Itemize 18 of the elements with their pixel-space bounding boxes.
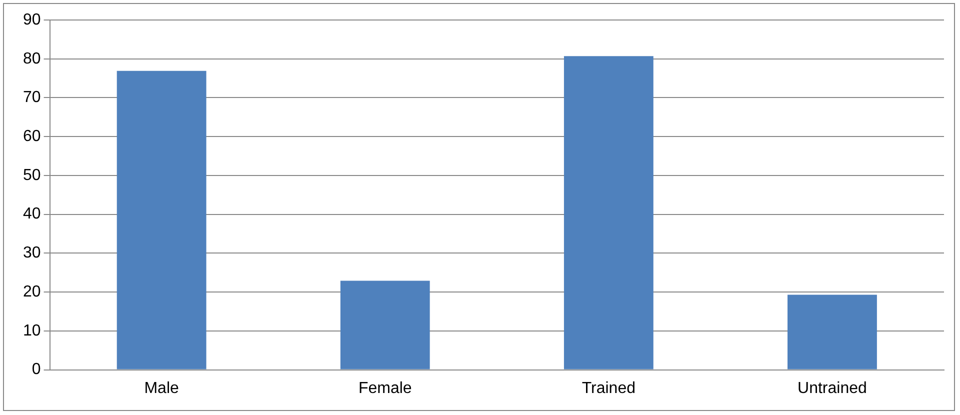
bar (564, 56, 654, 370)
x-tick-label: Trained (582, 380, 636, 397)
bar (788, 294, 877, 370)
y-tick-label: 20 (23, 283, 41, 300)
y-tick-label: 70 (23, 89, 41, 106)
y-tick-label: 80 (23, 50, 41, 68)
x-tick-label: Female (358, 380, 412, 397)
y-tick-label: 50 (23, 166, 41, 184)
y-tick-label: 0 (32, 361, 41, 378)
bar (340, 280, 430, 370)
bar (116, 70, 206, 370)
y-tick-label: 40 (23, 206, 41, 223)
y-tick-label: 30 (23, 244, 41, 262)
y-tick-label: 60 (23, 128, 41, 146)
x-tick-label: Untrained (798, 380, 867, 397)
x-tick-label: Male (144, 380, 180, 397)
y-tick-label: 10 (23, 322, 41, 340)
y-tick-label: 90 (23, 11, 41, 28)
